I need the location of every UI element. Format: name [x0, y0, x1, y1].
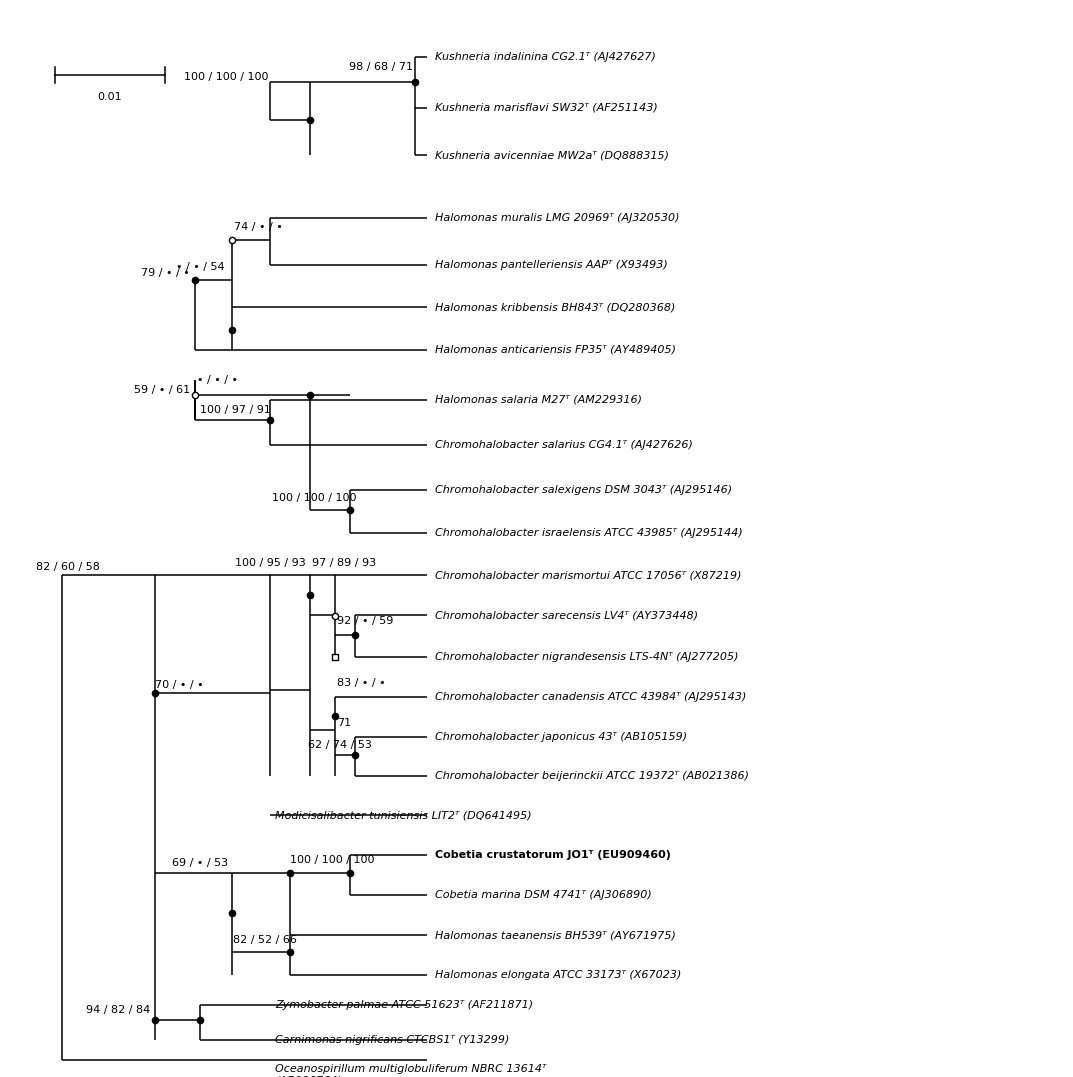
Text: Halomonas salaria M27ᵀ (AM229316): Halomonas salaria M27ᵀ (AM229316) — [435, 395, 642, 405]
Text: Cobetia crustatorum JO1ᵀ (EU909460): Cobetia crustatorum JO1ᵀ (EU909460) — [435, 850, 671, 861]
Text: Kushneria indalinina CG2.1ᵀ (AJ427627): Kushneria indalinina CG2.1ᵀ (AJ427627) — [435, 52, 656, 62]
Text: Kushneria marisflavi SW32ᵀ (AF251143): Kushneria marisflavi SW32ᵀ (AF251143) — [435, 103, 658, 113]
Text: Modicisalibacter tunisiensis LIT2ᵀ (DQ641495): Modicisalibacter tunisiensis LIT2ᵀ (DQ64… — [275, 810, 531, 820]
Text: Chromohalobacter beijerinckii ATCC 19372ᵀ (AB021386): Chromohalobacter beijerinckii ATCC 19372… — [435, 771, 749, 781]
Text: 97 / 89 / 93: 97 / 89 / 93 — [312, 558, 377, 568]
Text: Halomonas elongata ATCC 33173ᵀ (X67023): Halomonas elongata ATCC 33173ᵀ (X67023) — [435, 970, 681, 980]
Text: 98 / 68 / 71: 98 / 68 / 71 — [349, 62, 413, 72]
Text: • / • / 54: • / • / 54 — [176, 262, 225, 272]
Text: Chromohalobacter japonicus 43ᵀ (AB105159): Chromohalobacter japonicus 43ᵀ (AB105159… — [435, 732, 687, 742]
Text: Oceanospirillum multiglobuliferum NBRC 13614ᵀ
(AB006764): Oceanospirillum multiglobuliferum NBRC 1… — [275, 1064, 546, 1077]
Text: 82 / 52 / 66: 82 / 52 / 66 — [233, 935, 297, 945]
Text: 74 / • / •: 74 / • / • — [234, 222, 283, 232]
Text: Halomonas pantelleriensis AAPᵀ (X93493): Halomonas pantelleriensis AAPᵀ (X93493) — [435, 260, 667, 270]
Text: 100 / 100 / 100: 100 / 100 / 100 — [271, 493, 356, 503]
Text: Chromohalobacter sarecensis LV4ᵀ (AY373448): Chromohalobacter sarecensis LV4ᵀ (AY3734… — [435, 610, 699, 620]
Text: 70 / • / •: 70 / • / • — [155, 680, 204, 690]
Text: Halomonas kribbensis BH843ᵀ (DQ280368): Halomonas kribbensis BH843ᵀ (DQ280368) — [435, 302, 675, 312]
Text: Halomonas muralis LMG 20969ᵀ (AJ320530): Halomonas muralis LMG 20969ᵀ (AJ320530) — [435, 213, 679, 223]
Text: 62 / 74 / 53: 62 / 74 / 53 — [308, 740, 372, 750]
Text: Chromohalobacter salexigens DSM 3043ᵀ (AJ295146): Chromohalobacter salexigens DSM 3043ᵀ (A… — [435, 485, 732, 495]
Text: 100 / 100 / 100: 100 / 100 / 100 — [183, 72, 268, 82]
Text: Chromohalobacter canadensis ATCC 43984ᵀ (AJ295143): Chromohalobacter canadensis ATCC 43984ᵀ … — [435, 693, 747, 702]
Text: Halomonas anticariensis FP35ᵀ (AY489405): Halomonas anticariensis FP35ᵀ (AY489405) — [435, 345, 676, 355]
Text: 69 / • / 53: 69 / • / 53 — [172, 858, 227, 868]
Text: Halomonas taeanensis BH539ᵀ (AY671975): Halomonas taeanensis BH539ᵀ (AY671975) — [435, 931, 676, 940]
Text: Kushneria avicenniae MW2aᵀ (DQ888315): Kushneria avicenniae MW2aᵀ (DQ888315) — [435, 150, 668, 160]
Text: Cobetia marina DSM 4741ᵀ (AJ306890): Cobetia marina DSM 4741ᵀ (AJ306890) — [435, 890, 651, 900]
Text: Chromohalobacter israelensis ATCC 43985ᵀ (AJ295144): Chromohalobacter israelensis ATCC 43985ᵀ… — [435, 528, 743, 538]
Text: 94 / 82 / 84: 94 / 82 / 84 — [86, 1005, 150, 1015]
Text: 100 / 95 / 93: 100 / 95 / 93 — [235, 558, 306, 568]
Text: 83 / • / •: 83 / • / • — [337, 679, 385, 688]
Text: 59 / • / 61: 59 / • / 61 — [134, 384, 190, 395]
Text: 71: 71 — [337, 718, 351, 728]
Text: • / • / •: • / • / • — [197, 375, 238, 384]
Text: Chromohalobacter nigrandesensis LTS-4Nᵀ (AJ277205): Chromohalobacter nigrandesensis LTS-4Nᵀ … — [435, 652, 738, 662]
Text: Chromohalobacter salarius CG4.1ᵀ (AJ427626): Chromohalobacter salarius CG4.1ᵀ (AJ4276… — [435, 440, 693, 450]
Text: 92 / • / 59: 92 / • / 59 — [337, 616, 394, 626]
Text: 0.01: 0.01 — [98, 92, 122, 102]
Text: Zymobacter palmae ATCC 51623ᵀ (AF211871): Zymobacter palmae ATCC 51623ᵀ (AF211871) — [275, 1001, 533, 1010]
Text: 100 / 97 / 91: 100 / 97 / 91 — [200, 405, 270, 415]
Text: Carnimonas nigrificans CTCBS1ᵀ (Y13299): Carnimonas nigrificans CTCBS1ᵀ (Y13299) — [275, 1035, 510, 1045]
Text: 82 / 60 / 58: 82 / 60 / 58 — [36, 562, 100, 572]
Text: 79 / • / •: 79 / • / • — [142, 268, 190, 278]
Text: 100 / 100 / 100: 100 / 100 / 100 — [290, 855, 374, 865]
Text: Chromohalobacter marismortui ATCC 17056ᵀ (X87219): Chromohalobacter marismortui ATCC 17056ᵀ… — [435, 570, 741, 581]
